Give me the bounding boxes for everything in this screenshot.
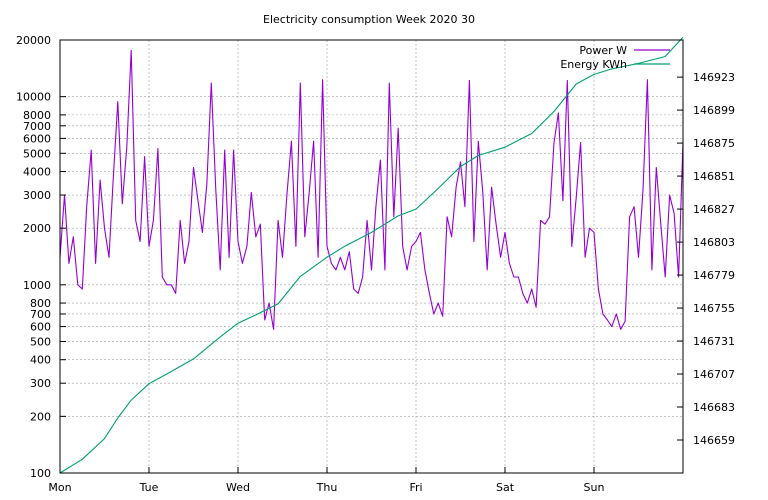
x-tick-label: Sun: [584, 481, 605, 494]
y-left-tick-label: 4000: [23, 166, 51, 179]
y-left-tick-label: 700: [30, 308, 51, 321]
y-left-tick-label: 800: [30, 297, 51, 310]
y-right-tick-label: 146731: [693, 335, 735, 348]
x-tick-label: Mon: [48, 481, 71, 494]
y-right-tick-label: 146851: [693, 170, 735, 183]
x-tick-label: Fri: [409, 481, 422, 494]
y-right-tick-label: 146923: [693, 71, 735, 84]
series-line-power: [59, 49, 684, 330]
y-right-tick-label: 146899: [693, 104, 735, 117]
y-left-tick-label: 2000: [23, 222, 51, 235]
y-left-tick-label: 500: [30, 335, 51, 348]
y-right-tick-label: 146755: [693, 302, 735, 315]
y-left-tick-label: 7000: [23, 120, 51, 133]
series-line-energy: [59, 36, 684, 474]
grid-lines: [60, 40, 683, 473]
y-left-tick-label: 1000: [23, 279, 51, 292]
series-layer: [59, 36, 684, 474]
x-tick-label: Thu: [316, 481, 338, 494]
y-right-tick-label: 146707: [693, 368, 735, 381]
chart-title: Electricity consumption Week 2020 30: [263, 13, 475, 26]
y-right-tick-label: 146875: [693, 137, 735, 150]
y-right-tick-label: 146803: [693, 236, 735, 249]
y-left-tick-label: 10000: [16, 91, 51, 104]
x-tick-label: Wed: [226, 481, 250, 494]
y-left-tick-label: 200: [30, 410, 51, 423]
y-left-tick-label: 300: [30, 377, 51, 390]
y-right-tick-label: 146683: [693, 401, 735, 414]
legend-label-power: Power W: [579, 44, 627, 57]
y-right-tick-label: 146659: [693, 434, 735, 447]
y-left-tick-label: 5000: [23, 147, 51, 160]
y-left-tick-label: 3000: [23, 189, 51, 202]
y-left-tick-label: 20000: [16, 34, 51, 47]
y-left-tick-label: 600: [30, 321, 51, 334]
x-tick-label: Sat: [496, 481, 515, 494]
y-right-tick-label: 146779: [693, 269, 735, 282]
y-left-tick-label: 6000: [23, 132, 51, 145]
y-left-tick-label: 100: [30, 467, 51, 480]
legend: Power W Energy KWh: [560, 44, 670, 71]
y-left-tick-label: 8000: [23, 109, 51, 122]
y-left-tick-label: 400: [30, 354, 51, 367]
plot-frame: [59, 39, 684, 474]
legend-label-energy: Energy KWh: [560, 58, 627, 71]
x-tick-label: Tue: [139, 481, 159, 494]
y-right-tick-label: 146827: [693, 203, 735, 216]
